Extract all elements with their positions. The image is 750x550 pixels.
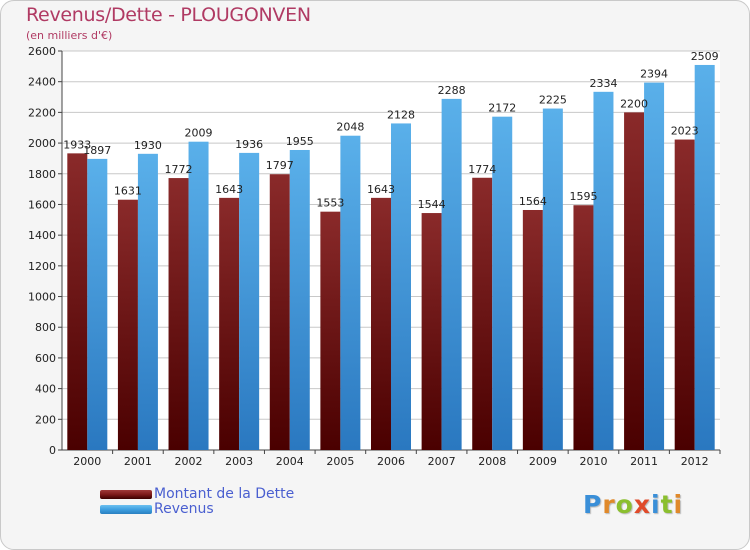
dette-data-label: 1564 bbox=[519, 195, 547, 208]
dette-data-label: 1772 bbox=[165, 163, 193, 176]
logo-letter: P bbox=[583, 490, 603, 519]
logo-letter: x bbox=[633, 490, 651, 519]
revenus-data-label: 2288 bbox=[438, 84, 466, 97]
x-tick-label: 2007 bbox=[428, 455, 456, 468]
revenus-data-label: 2172 bbox=[488, 102, 516, 115]
legend-swatch-dette bbox=[100, 490, 152, 499]
x-tick-label: 2003 bbox=[225, 455, 253, 468]
y-tick-label: 2400 bbox=[28, 76, 56, 89]
y-tick-label: 1200 bbox=[28, 260, 56, 273]
y-tick-label: 600 bbox=[35, 352, 56, 365]
revenus-bar bbox=[188, 141, 209, 450]
revenus-data-label: 2334 bbox=[589, 77, 617, 90]
y-tick-label: 0 bbox=[49, 444, 56, 457]
dette-bar bbox=[573, 205, 594, 450]
dette-bar bbox=[522, 209, 543, 450]
dette-data-label: 1643 bbox=[367, 183, 395, 196]
y-tick-label: 2000 bbox=[28, 137, 56, 150]
x-tick-label: 2011 bbox=[630, 455, 658, 468]
dette-data-label: 1631 bbox=[114, 185, 142, 198]
y-tick-label: 1400 bbox=[28, 229, 56, 242]
y-tick-label: 2600 bbox=[28, 45, 56, 58]
revenus-bar bbox=[441, 98, 462, 450]
dette-bar bbox=[472, 177, 493, 451]
dette-data-label: 1553 bbox=[316, 197, 344, 210]
logo-letter: i bbox=[673, 490, 684, 519]
proxiti-logo: Proxiti bbox=[583, 490, 683, 519]
dette-bar bbox=[269, 174, 290, 450]
revenus-bar bbox=[644, 82, 665, 451]
revenus-bar bbox=[593, 91, 614, 450]
revenus-data-label: 2225 bbox=[539, 94, 567, 107]
revenus-bar bbox=[289, 149, 310, 450]
y-tick-label: 800 bbox=[35, 321, 56, 334]
revenus-bar bbox=[239, 152, 260, 450]
logo-letter: r bbox=[602, 490, 616, 519]
revenus-data-label: 2509 bbox=[691, 50, 719, 63]
dette-data-label: 1774 bbox=[468, 163, 496, 176]
revenus-bar bbox=[694, 64, 715, 450]
dette-data-label: 1595 bbox=[569, 190, 597, 203]
dette-bar bbox=[674, 139, 695, 450]
legend-swatch-revenus bbox=[100, 505, 152, 514]
dette-bar bbox=[320, 211, 341, 450]
x-tick-label: 2009 bbox=[529, 455, 557, 468]
dette-data-label: 1643 bbox=[215, 183, 243, 196]
revenus-bar bbox=[542, 108, 563, 450]
revenus-data-label: 1930 bbox=[134, 139, 162, 152]
revenus-data-label: 2048 bbox=[336, 121, 364, 134]
y-tick-label: 2200 bbox=[28, 106, 56, 119]
y-tick-label: 1600 bbox=[28, 198, 56, 211]
legend-label-dette: Montant de la Dette bbox=[154, 486, 295, 502]
dette-data-label: 2200 bbox=[620, 97, 648, 110]
dette-bar bbox=[371, 197, 391, 450]
dette-bar bbox=[219, 197, 240, 450]
x-tick-label: 2010 bbox=[579, 455, 607, 468]
x-tick-label: 2005 bbox=[326, 455, 354, 468]
revenus-bar bbox=[137, 153, 158, 451]
revenus-data-label: 1955 bbox=[286, 135, 314, 148]
logo-letter: t bbox=[660, 490, 674, 519]
x-tick-label: 2008 bbox=[478, 455, 506, 468]
revenus-data-label: 1936 bbox=[235, 138, 263, 151]
revenus-data-label: 1897 bbox=[83, 144, 111, 157]
y-tick-label: 1000 bbox=[28, 291, 56, 304]
revenus-bar bbox=[340, 135, 361, 451]
dette-bar bbox=[117, 199, 138, 450]
revenus-data-label: 2009 bbox=[185, 127, 213, 140]
revenus-bar bbox=[87, 158, 108, 450]
dette-bar bbox=[67, 153, 88, 451]
x-tick-label: 2002 bbox=[175, 455, 203, 468]
dette-data-label: 1797 bbox=[266, 159, 294, 172]
legend-label-revenus: Revenus bbox=[154, 501, 214, 517]
revenus-bar bbox=[492, 116, 513, 450]
revenus-bar bbox=[391, 123, 411, 451]
dette-data-label: 1544 bbox=[418, 198, 446, 211]
y-tick-label: 1800 bbox=[28, 168, 56, 181]
dette-bar bbox=[168, 178, 189, 450]
x-tick-label: 2004 bbox=[276, 455, 304, 468]
x-tick-label: 2006 bbox=[377, 455, 405, 468]
x-tick-label: 2012 bbox=[681, 455, 709, 468]
revenus-data-label: 2394 bbox=[640, 68, 668, 81]
dette-bar bbox=[421, 213, 442, 450]
logo-letter: o bbox=[615, 490, 634, 519]
y-tick-label: 200 bbox=[35, 413, 56, 426]
logo-letter: i bbox=[651, 490, 661, 519]
y-tick-label: 400 bbox=[35, 383, 56, 396]
revenus-data-label: 2128 bbox=[387, 108, 415, 121]
dette-data-label: 2023 bbox=[671, 125, 699, 138]
chart-title: Revenus/Dette - PLOUGONVEN bbox=[26, 4, 311, 26]
x-tick-label: 2001 bbox=[124, 455, 152, 468]
dette-bar bbox=[624, 112, 645, 450]
chart-subtitle: (en milliers d'€) bbox=[26, 29, 113, 42]
x-tick-label: 2000 bbox=[73, 455, 101, 468]
dette-data-label: 1933 bbox=[63, 138, 91, 151]
